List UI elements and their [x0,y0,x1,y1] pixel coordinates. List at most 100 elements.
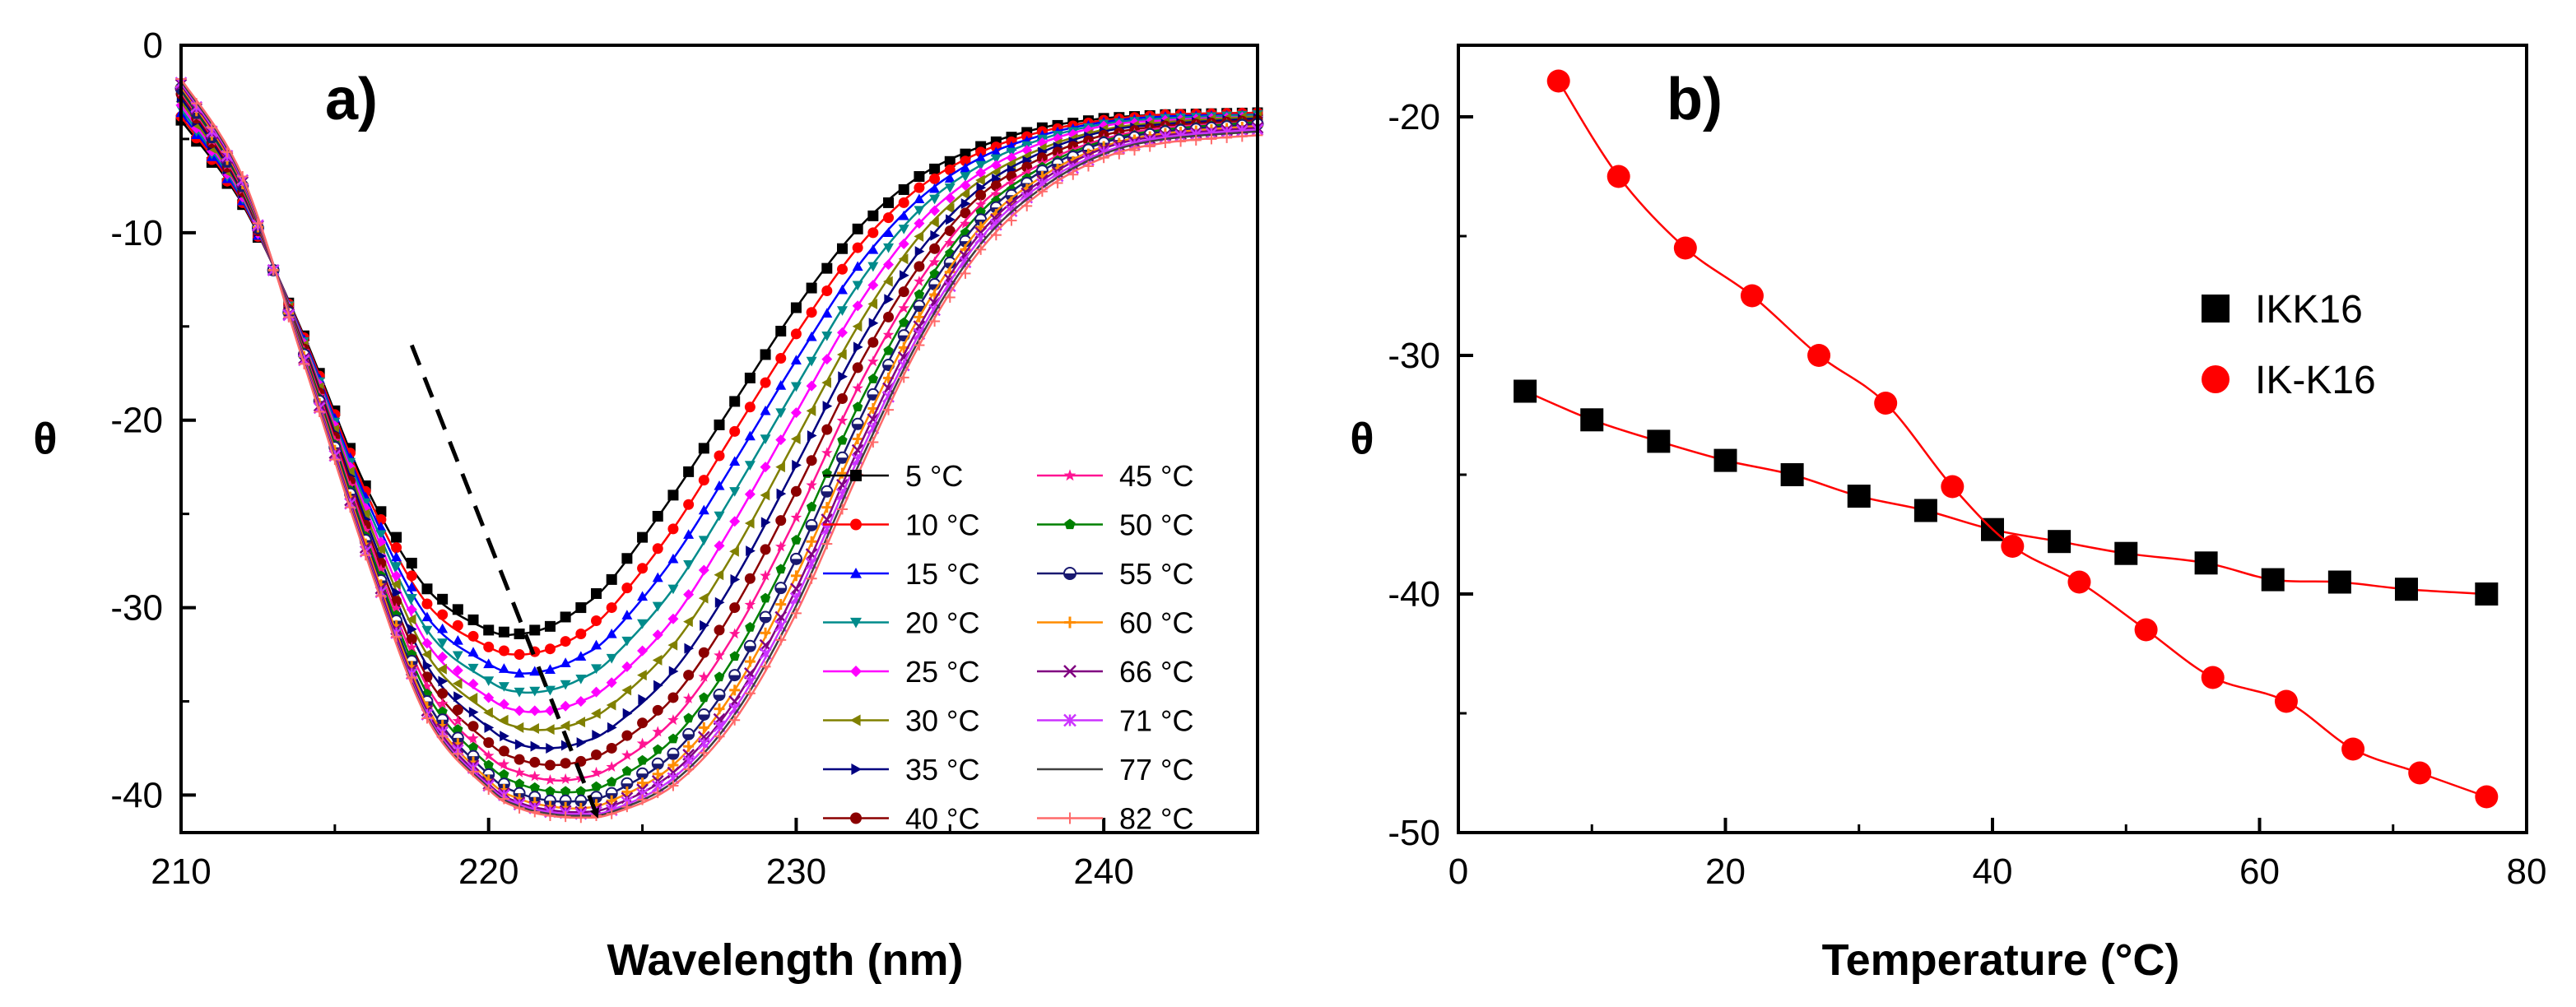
panel-a-data-point [575,602,587,614]
panel-a-data-point [483,676,495,686]
panel-a-data-point [729,684,741,696]
panel-a-series-line [179,100,1258,731]
panel-a-data-point [852,321,863,332]
panel-a-data-point [406,557,417,568]
panel-a-data-point [621,636,633,647]
panel-b-legend-swatch [2202,295,2230,323]
panel-b-fit-line [1557,80,2487,798]
panel-a-data-point [698,504,709,515]
panel-a-data-point [437,688,449,699]
panel-a-data-point [744,599,756,610]
panel-a-data-point [806,307,817,318]
panel-a-data-point [775,634,787,646]
panel-a-data-point [929,243,941,254]
panel-a-legend-swatch-marker [1063,665,1076,678]
panel-a-data-point [514,628,525,639]
panel-a-legend-swatch-marker [1063,713,1076,727]
panel-a-data-point [790,485,802,497]
panel-a-data-point [836,243,848,254]
panel-a-data-point [621,777,634,790]
panel-a-legend-swatch-marker [850,617,862,629]
panel-b-data-point [1740,284,1764,308]
panel-a-data-point [298,358,309,369]
panel-a-data-point [929,163,941,174]
panel-a-data-point [544,685,556,696]
panel-a-legend-label: 30 °C [905,704,979,738]
panel-a-legend-label: 60 °C [1119,606,1193,640]
panel-a-axes: 210 220 230 240 0 -10 -20 -30 -40 [110,26,1133,892]
panel-a-data-point [837,434,848,445]
panel-a-data-point [483,784,495,796]
panel-a-data-point [575,717,586,728]
panel-a-data-point [652,572,663,582]
panel-a-data-point [283,311,295,323]
panel-a-data-point [898,286,909,298]
panel-a-data-point [637,794,649,805]
panel-a-data-point [652,543,663,555]
panel-a-data-point [729,651,740,661]
panel-b-data-point [2201,666,2225,689]
panel-a-data-point [621,661,633,672]
panel-a-data-point [607,722,617,733]
panel-a-data-point [1206,133,1217,145]
panel-a-data-point [775,408,787,419]
panel-a-data-point [467,693,478,704]
panel-a-data-point [683,559,695,570]
panel-a-data-point [714,511,725,522]
panel-a-data-point [652,629,663,641]
panel-a-data-point [743,639,756,652]
panel-a-legend-label: 5 °C [905,459,963,493]
panel-a-data-point [790,355,802,364]
panel-a-x-tick-label: 230 [766,852,826,892]
panel-a-data-point [914,275,925,286]
panel-a-data-point [730,573,741,585]
panel-a-data-point [560,636,571,647]
panel-a-data-point [698,536,709,546]
panel-a-data-point [867,210,879,221]
panel-a-data-point [729,487,741,497]
panel-a-data-point [684,643,695,654]
panel-a-data-point [729,714,741,726]
panel-a-data-point [483,658,495,669]
panel-a-data-point [1082,160,1094,172]
panel-a-data-point [467,721,479,732]
panel-a-data-point [267,264,279,276]
panel-a-data-point [1129,145,1141,156]
panel-a-data-point [975,174,985,186]
panel-a-data-point [821,424,833,435]
panel-a-data-point [451,731,464,745]
panel-a-data-point [760,517,771,528]
panel-a-data-point [836,488,849,501]
panel-a-data-point [375,513,387,525]
panel-b-legend-swatch [2202,365,2230,393]
panel-a-data-point [498,745,509,757]
panel-a-series-0 [175,107,1263,639]
panel-a-data-point [836,306,848,316]
panel-a-data-point [453,724,463,734]
panel-a-legend-swatch-marker [850,666,862,677]
panel-a-data-point [929,216,939,228]
panel-a-data-point [990,209,1002,220]
panel-a-data-point [467,630,479,642]
panel-a-data-point [852,242,863,253]
panel-a-data-point [744,461,756,471]
panel-a-plot-area [174,73,1264,824]
panel-a-legend-item-5: 30 °C [823,704,979,738]
panel-a-data-point [683,616,693,628]
panel-a-data-point [544,774,556,785]
panel-a-data-point [406,604,417,615]
panel-b-y-tick-label: -30 [1388,336,1440,376]
panel-a-data-point [883,197,895,208]
panel-a-data-point [560,700,571,712]
panel-a-data-point [914,311,925,323]
panel-a-data-point [898,253,909,265]
panel-a-data-point [606,699,616,711]
panel-a-data-point [944,225,956,237]
panel-a-data-point [714,540,725,551]
panel-a-data-point [606,808,617,819]
panel-a-data-point [744,573,756,584]
panel-b-data-point [1647,429,1671,453]
panel-a-data-point [437,609,449,620]
panel-b-data-point [2114,541,2138,565]
